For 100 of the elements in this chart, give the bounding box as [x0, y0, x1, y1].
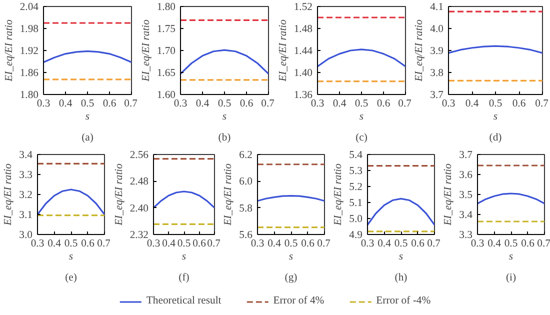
y-tick-label: 2.40 — [130, 203, 149, 214]
x-tick-label: 0.3 — [442, 98, 456, 110]
x-tick-label: 0.3 — [360, 238, 374, 250]
y-tick-label: 5.0 — [349, 214, 363, 225]
line-series — [448, 45, 542, 54]
legend-label: Theoretical result — [146, 296, 222, 306]
y-axis-title: EI_eq/EI ratio — [278, 18, 289, 82]
y-tick-label: 3.3 — [459, 230, 473, 241]
x-tick-label: 0.7 — [261, 98, 276, 110]
x-tick-label: 0.4 — [196, 98, 210, 110]
x-tick-label: 0.3 — [36, 98, 50, 110]
x-tick-label: 0.3 — [174, 98, 188, 110]
x-tick-label: 0.6 — [81, 238, 96, 250]
x-tick-label: 0.5 — [354, 98, 368, 110]
x-tick-label: 0.4 — [162, 238, 176, 250]
x-tick-label: 0.7 — [398, 98, 412, 110]
line-series — [368, 198, 434, 226]
y-tick-label: 1.36 — [294, 90, 314, 101]
x-axis-title: s — [182, 252, 186, 262]
line-series — [318, 48, 406, 68]
text: (d) — [489, 132, 502, 144]
y-tick-label: 3.6 — [459, 170, 474, 181]
y-tick-label: 3.0 — [19, 230, 33, 241]
x-axis-title: s — [85, 112, 90, 122]
x-tick-label: 0.4 — [332, 98, 347, 110]
y-tick-label: 3.7 — [459, 150, 474, 161]
x-tick-label: 0.7 — [124, 98, 138, 110]
y-tick-label: 3.2 — [19, 190, 33, 201]
x-tick-label: 0.6 — [102, 98, 117, 110]
line-series — [154, 190, 214, 209]
x-tick-label: 0.3 — [30, 238, 44, 250]
y-tick-label: 6.2 — [239, 150, 253, 161]
y-tick-label: 1.86 — [20, 68, 40, 79]
x-tick-label: 0.6 — [376, 98, 391, 110]
y-tick-label: 1.98 — [20, 24, 39, 35]
legend-label: Error of 4% — [273, 296, 324, 306]
x-tick-label: 0.4 — [48, 238, 62, 250]
y-tick-label: 2.48 — [130, 176, 149, 188]
x-tick-label: 0.4 — [378, 238, 392, 250]
y-axis-title: EI_eq/EI ratio — [414, 18, 426, 82]
x-tick-label: 0.3 — [146, 238, 160, 250]
x-axis-title: s — [508, 252, 514, 262]
x-tick-label: 0.7 — [427, 238, 442, 250]
y-tick-label: 3.8 — [430, 68, 444, 79]
x-axis-title: s — [398, 252, 404, 262]
x-tick-label: 0.4 — [268, 238, 282, 250]
x-axis-title: s — [68, 252, 74, 262]
x-tick-label: 0.5 — [504, 238, 518, 250]
y-tick-label: 5.2 — [349, 182, 363, 193]
y-tick-label: 2.56 — [130, 150, 150, 161]
text: (g) — [284, 272, 298, 284]
x-axis-title: s — [493, 112, 498, 122]
y-tick-label: 1.75 — [156, 24, 176, 35]
y-tick-label: 2.32 — [130, 230, 149, 241]
x-tick-label: 0.6 — [301, 238, 316, 250]
x-tick-label: 0.7 — [97, 238, 112, 250]
x-tick-label: 0.5 — [80, 98, 94, 110]
y-tick-label: 1.80 — [156, 2, 176, 13]
y-tick-label: 1.60 — [156, 90, 176, 101]
x-axis-title: s — [288, 252, 294, 262]
legend-label: Error of -4% — [376, 296, 431, 306]
x-tick-label: 0.7 — [535, 98, 550, 110]
y-axis-title: EI_eq/EI ratio — [140, 18, 152, 82]
x-tick-label: 0.6 — [240, 98, 254, 110]
x-tick-label: 0.5 — [488, 98, 502, 110]
x-tick-label: 0.7 — [207, 238, 222, 250]
x-tick-label: 0.5 — [284, 238, 298, 250]
x-tick-label: 0.7 — [537, 238, 550, 250]
y-axis-title: EI_eq/EI ratio — [114, 162, 125, 226]
y-tick-label: 3.3 — [19, 170, 33, 181]
y-tick-label: 5.3 — [349, 166, 363, 177]
x-tick-label: 0.4 — [465, 98, 480, 110]
y-tick-label: 3.1 — [19, 210, 33, 221]
y-tick-label: 3.7 — [430, 90, 444, 101]
x-tick-label: 0.4 — [58, 98, 73, 110]
text: (b) — [218, 132, 232, 144]
text: (f) — [178, 272, 190, 284]
y-tick-label: 5.8 — [239, 203, 253, 214]
x-tick-label: 0.6 — [521, 238, 536, 250]
x-tick-label: 0.6 — [192, 238, 207, 250]
x-tick-label: 0.3 — [470, 238, 484, 250]
y-tick-label: 5.1 — [349, 198, 363, 209]
text: (i) — [506, 272, 516, 284]
line-series — [44, 50, 132, 64]
x-tick-label: 0.5 — [64, 238, 78, 250]
y-tick-label: 3.5 — [459, 190, 473, 201]
x-tick-label: 0.6 — [411, 238, 426, 250]
y-tick-label: 5.4 — [349, 150, 364, 161]
y-tick-label: 4.9 — [349, 230, 363, 241]
y-tick-label: 1.40 — [294, 68, 313, 79]
y-axis-title: EI_eq/EI ratio — [443, 162, 454, 226]
x-tick-label: 0.7 — [317, 238, 332, 250]
line-series — [478, 192, 544, 204]
y-tick-label: 6.0 — [239, 176, 253, 188]
x-tick-label: 0.5 — [394, 238, 408, 250]
y-axis-title: EI_eq/EI ratio — [223, 162, 234, 226]
text: (a) — [82, 132, 94, 144]
text: (h) — [394, 272, 408, 284]
y-tick-label: 4.0 — [430, 24, 444, 35]
x-tick-label: 0.5 — [177, 238, 191, 250]
